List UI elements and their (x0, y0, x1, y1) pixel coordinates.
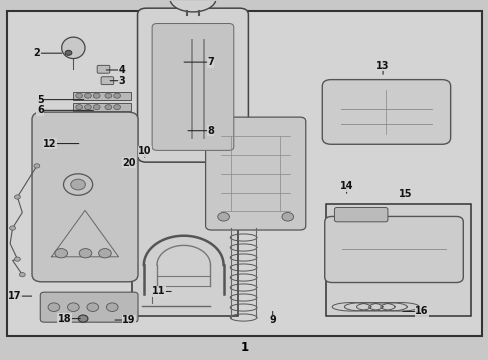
Circle shape (76, 105, 82, 110)
Text: 4: 4 (119, 65, 125, 75)
Circle shape (48, 303, 60, 311)
Circle shape (114, 93, 120, 98)
Text: 5: 5 (37, 95, 43, 105)
Text: 6: 6 (37, 105, 43, 115)
Circle shape (84, 93, 91, 98)
Text: 2: 2 (34, 48, 40, 58)
Circle shape (76, 93, 82, 98)
Circle shape (106, 303, 118, 311)
FancyBboxPatch shape (73, 103, 130, 111)
Bar (325, 204, 470, 316)
Circle shape (78, 315, 88, 322)
Text: 19: 19 (122, 315, 135, 325)
Circle shape (55, 249, 67, 258)
Text: 7: 7 (206, 57, 213, 67)
FancyBboxPatch shape (205, 117, 305, 230)
Circle shape (93, 105, 100, 110)
Text: 10: 10 (138, 147, 151, 157)
Circle shape (87, 303, 99, 311)
FancyBboxPatch shape (322, 80, 450, 144)
Text: 8: 8 (206, 126, 213, 136)
FancyBboxPatch shape (32, 112, 138, 282)
Circle shape (93, 93, 100, 98)
Text: 12: 12 (43, 139, 57, 149)
Circle shape (20, 273, 25, 277)
Circle shape (217, 212, 229, 221)
Circle shape (84, 105, 91, 110)
Circle shape (105, 105, 112, 110)
FancyBboxPatch shape (40, 292, 138, 322)
Circle shape (282, 212, 293, 221)
FancyBboxPatch shape (101, 77, 114, 85)
Text: 15: 15 (398, 189, 412, 199)
Circle shape (15, 195, 20, 199)
FancyBboxPatch shape (137, 8, 248, 162)
Circle shape (99, 249, 111, 258)
FancyBboxPatch shape (73, 92, 130, 100)
Text: 11: 11 (151, 287, 165, 296)
Ellipse shape (61, 37, 85, 59)
FancyBboxPatch shape (152, 23, 233, 150)
Circle shape (15, 257, 20, 261)
Text: 16: 16 (414, 306, 428, 316)
FancyBboxPatch shape (97, 65, 110, 73)
FancyBboxPatch shape (334, 207, 387, 222)
Circle shape (79, 249, 92, 258)
Text: 1: 1 (240, 341, 248, 354)
Circle shape (71, 179, 85, 190)
Circle shape (67, 303, 79, 311)
Bar (131, 159, 237, 316)
Text: 18: 18 (58, 314, 71, 324)
Text: 3: 3 (119, 76, 125, 86)
Circle shape (105, 93, 112, 98)
Text: 20: 20 (122, 158, 135, 168)
Text: 17: 17 (8, 291, 21, 301)
Ellipse shape (169, 0, 216, 12)
FancyBboxPatch shape (324, 216, 462, 283)
Text: 9: 9 (269, 315, 276, 325)
Text: 14: 14 (339, 181, 353, 192)
Text: 13: 13 (376, 61, 389, 71)
Circle shape (10, 226, 16, 230)
Circle shape (65, 50, 72, 55)
Circle shape (34, 164, 40, 168)
Circle shape (114, 105, 120, 110)
